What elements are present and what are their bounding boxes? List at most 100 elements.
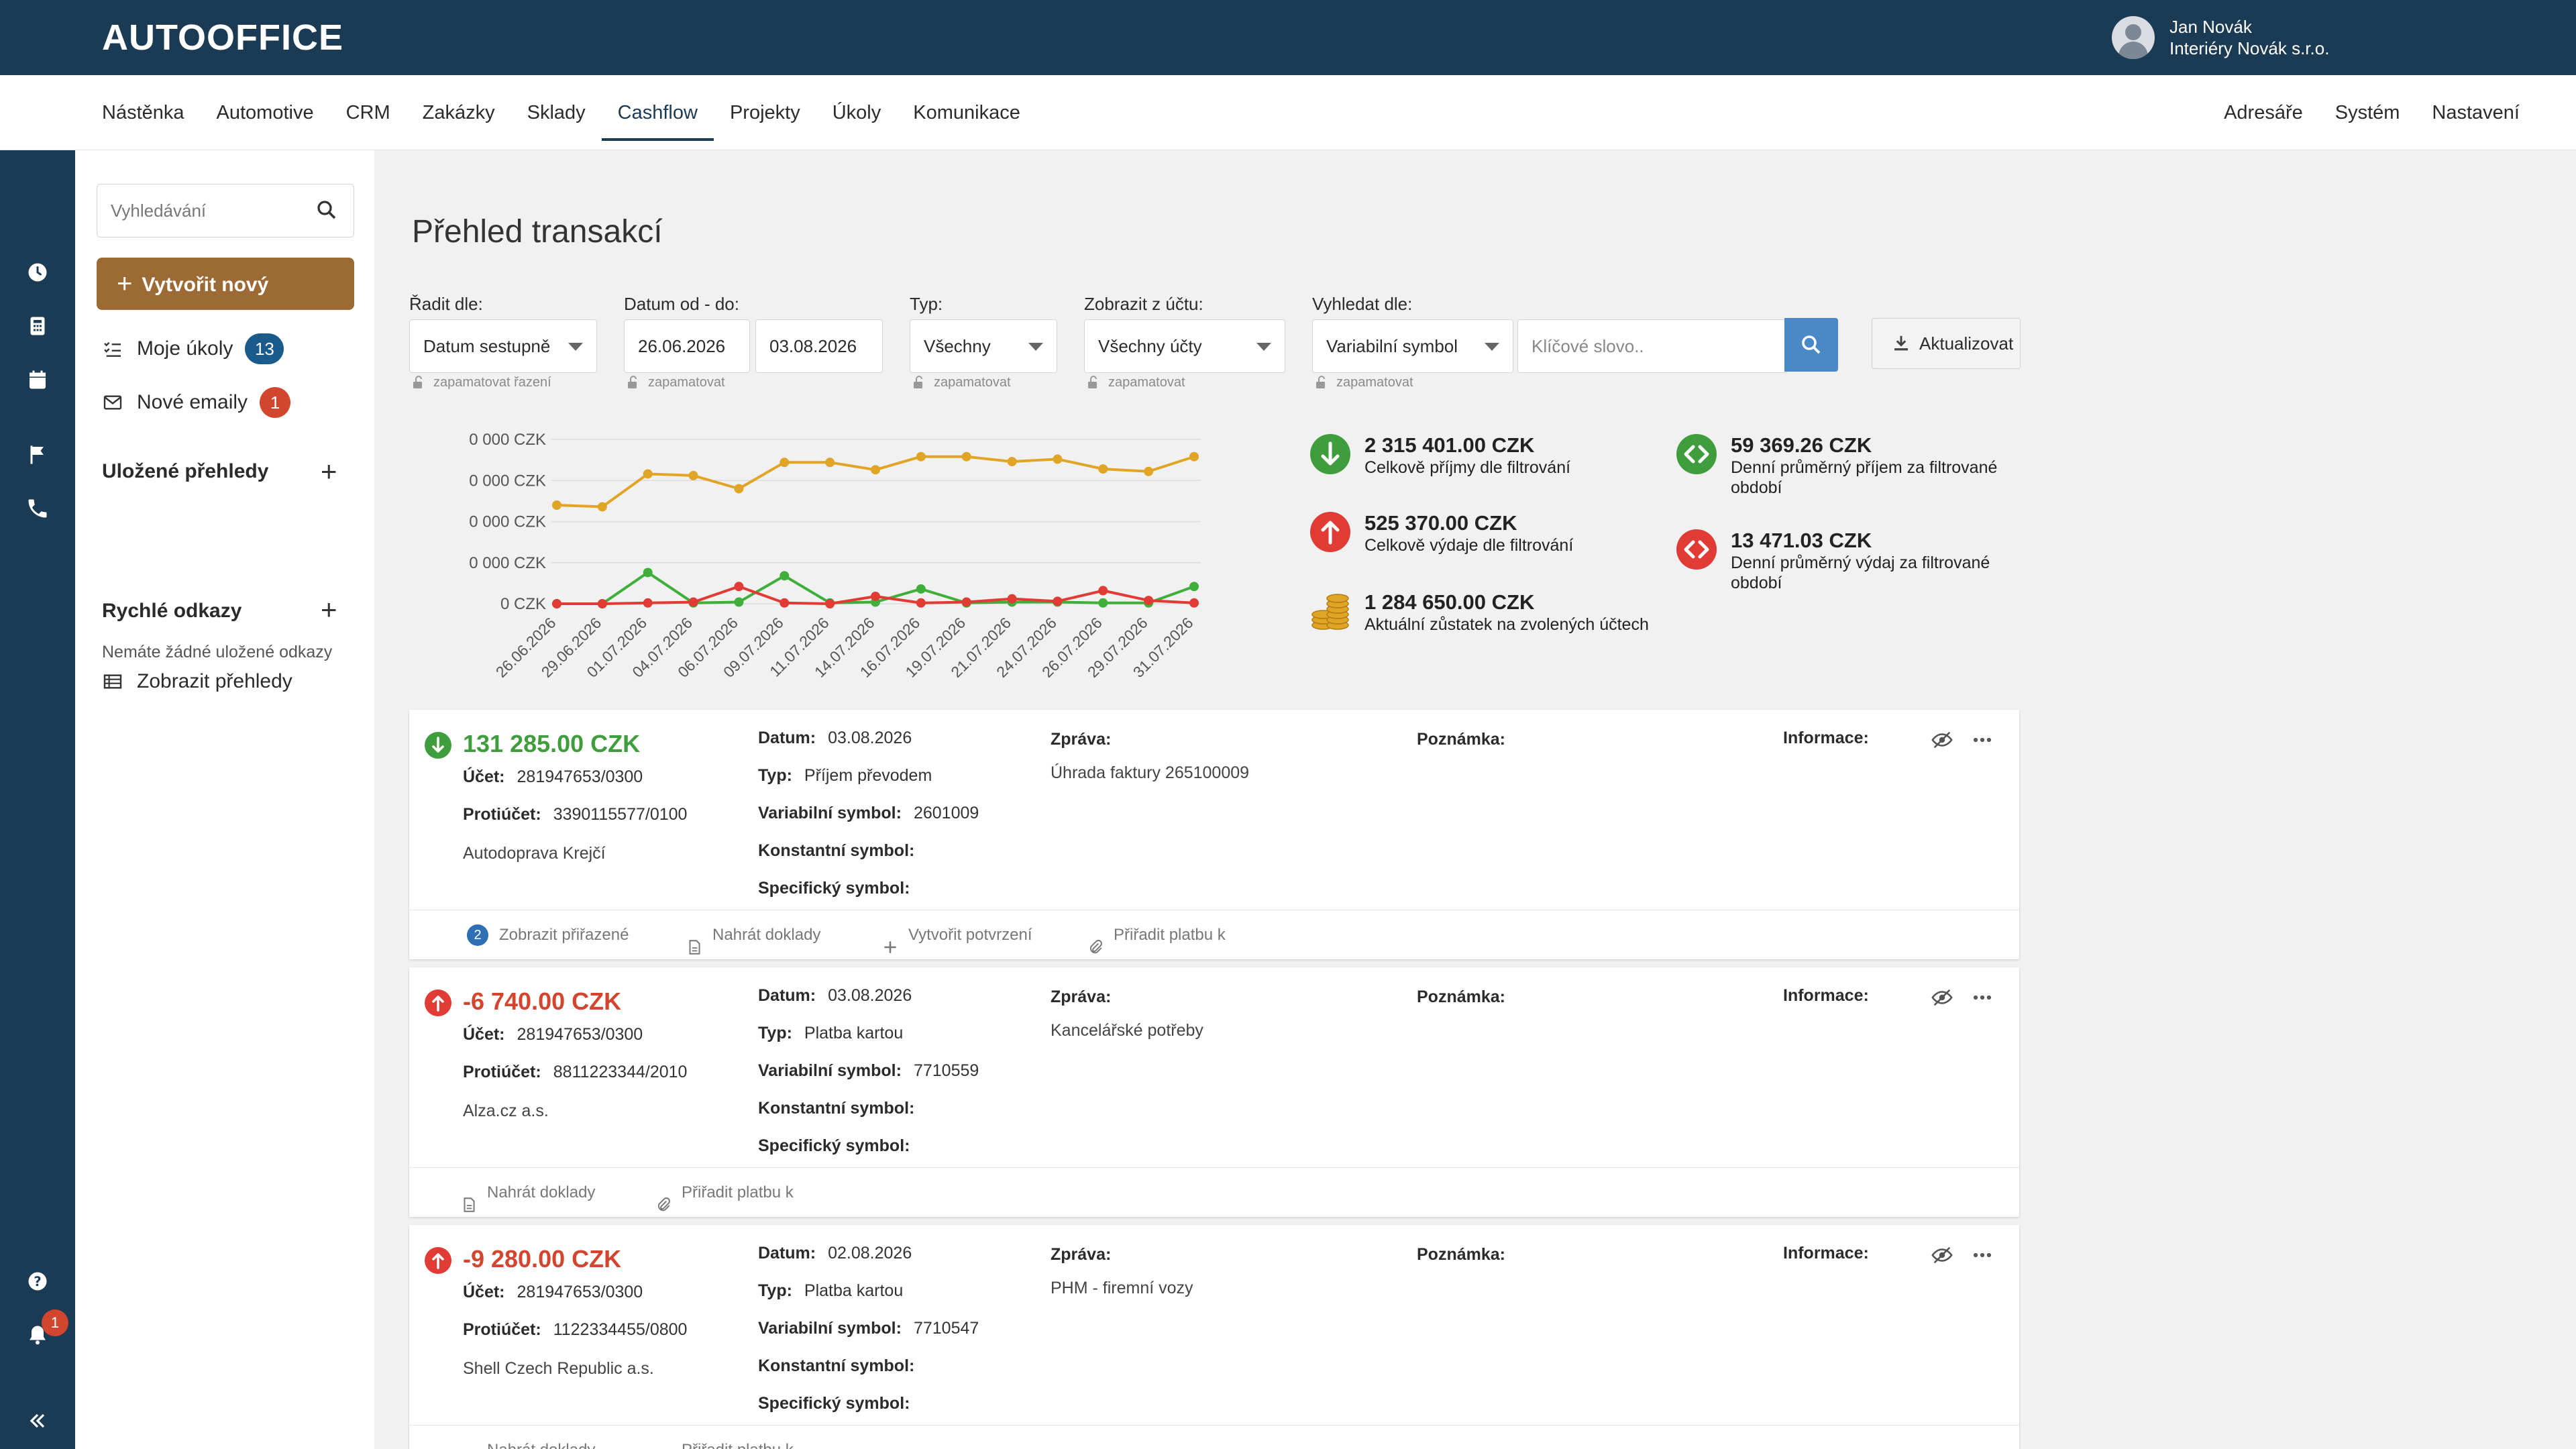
nav-projects[interactable]: Projekty — [729, 102, 800, 123]
transaction-card[interactable]: 131 285.00 CZK Účet: 281947653/0300 Proti… — [409, 710, 2019, 959]
specific-symbol-label: Specifický symbol: — [758, 1394, 910, 1413]
chart-point — [780, 571, 790, 581]
date-to-input[interactable]: 03.08.2026 — [755, 319, 883, 373]
more-icon[interactable] — [1971, 986, 1994, 1009]
chart-point — [916, 451, 926, 462]
nav-settings[interactable]: Nastavení — [2432, 102, 2520, 123]
account-select[interactable]: Všechny účty — [1084, 319, 1285, 373]
constant-symbol-label: Konstantní symbol: — [758, 841, 915, 860]
collapse-icon[interactable] — [25, 1409, 50, 1433]
sort-remember-label: zapamatovat řazení — [433, 374, 551, 390]
chart-point — [871, 465, 880, 475]
stat-daily-expense: 13 471.03 CZK Denní průměrný výdaj za fil… — [1676, 529, 2026, 593]
update-button[interactable]: Aktualizovat — [1872, 318, 2021, 369]
nav-tasks[interactable]: Úkoly — [832, 102, 881, 123]
add-saved-view-button[interactable]: + — [321, 455, 337, 487]
sort-select[interactable]: Datum sestupně — [409, 319, 597, 373]
help-icon[interactable]: ? — [25, 1269, 50, 1293]
upload-docs-button[interactable]: Nahrát doklady — [686, 910, 820, 960]
show-views-link[interactable]: Zobrazit přehledy — [102, 665, 292, 698]
type-select[interactable]: Všechny — [910, 319, 1057, 373]
eye-slash-icon[interactable] — [1931, 986, 1953, 1009]
date-field: Datum: 02.08.2026 — [758, 1244, 912, 1263]
chart-point — [961, 451, 971, 462]
nav-warehouses[interactable]: Sklady — [527, 102, 586, 123]
constant-symbol-label: Konstantní symbol: — [758, 1356, 915, 1375]
account-remember-toggle[interactable]: zapamatovat — [1085, 374, 1185, 390]
nav-crm[interactable]: CRM — [345, 102, 390, 123]
nav-communication[interactable]: Komunikace — [913, 102, 1020, 123]
type-remember-toggle[interactable]: zapamatovat — [911, 374, 1011, 390]
search-field-select[interactable]: Variabilní symbol — [1312, 319, 1513, 373]
nav-directories[interactable]: Adresáře — [2224, 102, 2303, 123]
chart-point — [643, 469, 653, 479]
clock-icon[interactable] — [25, 260, 50, 284]
stat-desc: Aktuální zůstatek na zvolených účtech — [1364, 615, 1649, 634]
stat-value: 1 284 650.00 CZK — [1364, 590, 1535, 614]
date-remember-toggle[interactable]: zapamatovat — [625, 374, 725, 390]
create-confirmation-button[interactable]: Vytvořit potvrzení — [881, 910, 1032, 960]
type-label: Typ: — [758, 1024, 792, 1042]
upload-docs-button[interactable]: Nahrát doklady — [460, 1168, 595, 1218]
add-quick-link-button[interactable]: + — [321, 594, 337, 625]
phone-icon[interactable] — [25, 496, 50, 521]
stat-desc: Denní průměrný výdaj za filtrované obdob… — [1731, 553, 1990, 592]
envelope-icon — [102, 392, 123, 413]
nav-orders[interactable]: Zakázky — [422, 102, 495, 123]
assign-payment-button[interactable]: Přiřadit platbu k — [655, 1426, 794, 1449]
variable-symbol-value: 2601009 — [913, 804, 979, 822]
type-field: Typ: Platba kartou — [758, 1024, 903, 1043]
chart-point — [871, 591, 880, 601]
transaction-card[interactable]: -9 280.00 CZK Účet: 281947653/0300 Protiú… — [409, 1225, 2019, 1449]
message-label: Zpráva: — [1051, 730, 1112, 749]
assign-payment-button[interactable]: Přiřadit platbu k — [655, 1168, 794, 1218]
sort-remember-toggle[interactable]: zapamatovat řazení — [411, 374, 551, 390]
variable-symbol-label: Variabilní symbol: — [758, 1319, 902, 1338]
app-logo[interactable]: AUTOOFFICE — [102, 17, 343, 58]
nav-system[interactable]: Systém — [2334, 102, 2400, 123]
code-icon — [1676, 433, 1717, 475]
assign-payment-button[interactable]: Přiřadit platbu k — [1087, 910, 1226, 960]
search-button[interactable] — [1784, 318, 1838, 372]
stat-desc: Celkově výdaje dle filtrování — [1364, 536, 1574, 555]
date-value: 03.08.2026 — [828, 986, 912, 1005]
counter-account-label: Protiúčet: — [463, 1320, 541, 1339]
create-new-label: Vytvořit nový — [142, 274, 269, 296]
my-tasks-count: 13 — [245, 333, 284, 364]
arrow-up-icon — [1309, 511, 1351, 553]
date-from-input[interactable]: 26.06.2026 — [624, 319, 750, 373]
bell-icon[interactable] — [25, 1323, 50, 1347]
search-remember-toggle[interactable]: zapamatovat — [1313, 374, 1413, 390]
avatar[interactable] — [2112, 16, 2155, 59]
flag-icon[interactable] — [25, 443, 50, 467]
search-input[interactable] — [111, 184, 305, 237]
eye-slash-icon[interactable] — [1931, 1244, 1953, 1267]
upload-docs-button[interactable]: Nahrát doklady — [460, 1426, 595, 1449]
show-assigned-button[interactable]: 2 Zobrazit přiřazené — [467, 910, 629, 960]
create-new-button[interactable]: + Vytvořit nový — [97, 258, 354, 310]
type-label: Typ: — [910, 294, 943, 314]
new-emails-link[interactable]: Nové emaily 1 — [102, 386, 291, 419]
more-icon[interactable] — [1971, 729, 1994, 751]
eye-slash-icon[interactable] — [1931, 729, 1953, 751]
chart-point — [825, 458, 835, 468]
counter-account-value: 3390115577/0100 — [553, 805, 688, 824]
date-field: Datum: 03.08.2026 — [758, 729, 912, 748]
user-menu[interactable]: Jan Novák Interiéry Novák s.r.o. — [2112, 16, 2329, 59]
document-icon — [460, 1442, 478, 1449]
calculator-icon[interactable] — [25, 314, 50, 338]
nav-dashboard[interactable]: Nástěnka — [102, 102, 184, 123]
main-nav: Nástěnka Automotive CRM Zakázky Sklady C… — [0, 75, 2576, 150]
variable-symbol-value: 7710547 — [913, 1319, 979, 1338]
nav-cashflow[interactable]: Cashflow — [601, 75, 714, 150]
calendar-icon[interactable] — [25, 368, 50, 392]
checklist-icon — [102, 338, 123, 360]
nav-automotive[interactable]: Automotive — [216, 102, 314, 123]
my-tasks-link[interactable]: Moje úkoly 13 — [102, 333, 284, 365]
keyword-input[interactable]: Klíčové slovo.. — [1517, 319, 1787, 373]
counter-account-field: Protiúčet: 8811223344/2010 — [463, 1063, 687, 1082]
chart-point — [1098, 464, 1108, 474]
search-icon[interactable] — [315, 198, 339, 222]
more-icon[interactable] — [1971, 1244, 1994, 1267]
transaction-card[interactable]: -6 740.00 CZK Účet: 281947653/0300 Protiú… — [409, 967, 2019, 1217]
